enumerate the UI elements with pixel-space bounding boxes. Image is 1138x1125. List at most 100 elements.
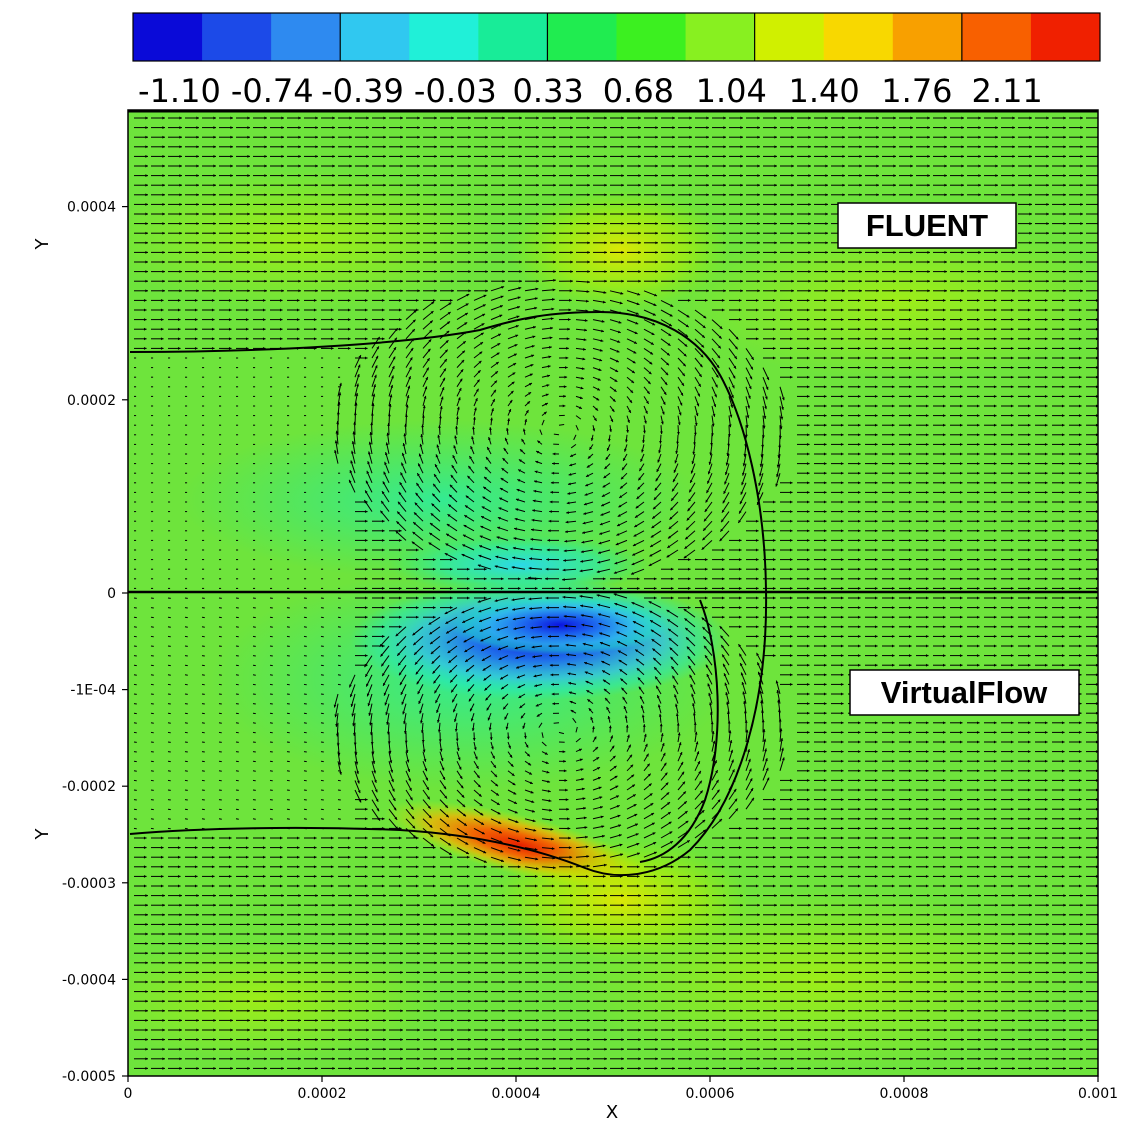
velocity-vector-head xyxy=(570,174,573,178)
velocity-vector-head xyxy=(755,298,759,302)
velocity-vector-head xyxy=(789,519,793,523)
velocity-vector-head xyxy=(706,183,709,187)
velocity-vector-head xyxy=(791,222,794,226)
velocity-vector-head xyxy=(621,154,624,158)
velocity-vector-head xyxy=(349,270,352,274)
velocity-vector-head xyxy=(842,174,845,178)
velocity-vector-head xyxy=(925,356,929,360)
velocity-vector-head xyxy=(772,298,776,302)
velocity-vector-head xyxy=(581,540,585,544)
velocity-vector-head xyxy=(908,423,912,427)
velocity-vector-head xyxy=(194,327,198,331)
velocity-vector-head xyxy=(513,537,517,540)
velocity-vector-head xyxy=(842,164,845,168)
velocity-vector-head xyxy=(959,423,963,427)
velocity-vector-head xyxy=(723,289,726,293)
velocity-vector-head xyxy=(638,202,641,206)
velocity-vector-head xyxy=(468,126,471,130)
velocity-vector-head xyxy=(706,145,709,149)
velocity-vector-head xyxy=(842,270,845,274)
velocity-vector-head xyxy=(364,308,368,312)
velocity-vector-head xyxy=(672,174,675,178)
velocity-vector-head xyxy=(942,538,946,542)
velocity-vector-head xyxy=(908,433,912,437)
velocity-vector-head xyxy=(978,289,981,293)
velocity-vector-head xyxy=(910,135,913,139)
velocity-vector-head xyxy=(995,145,998,149)
velocity-vector-head xyxy=(995,154,998,158)
velocity-vector-head xyxy=(672,116,675,120)
colorbar-swatch xyxy=(685,13,756,61)
velocity-vector-head xyxy=(690,470,694,474)
velocity-vector-head xyxy=(194,337,198,341)
velocity-vector-head xyxy=(638,126,641,130)
velocity-vector-head xyxy=(840,346,844,350)
velocity-vector-head xyxy=(349,231,352,235)
velocity-vector-head xyxy=(400,135,403,139)
velocity-vector-head xyxy=(515,325,519,328)
velocity-vector-head xyxy=(1029,241,1032,245)
velocity-vector-head xyxy=(806,529,810,533)
velocity-vector-head xyxy=(733,365,737,369)
velocity-vector-head xyxy=(315,250,318,254)
velocity-vector-head xyxy=(1095,538,1098,542)
velocity-vector-head xyxy=(604,193,607,197)
velocity-vector-head xyxy=(587,154,590,158)
velocity-vector-head xyxy=(400,472,404,476)
velocity-vector-head xyxy=(891,548,895,552)
velocity-vector-head xyxy=(519,241,522,245)
velocity-vector-head xyxy=(993,346,997,350)
velocity-vector-head xyxy=(364,298,368,302)
velocity-vector-head xyxy=(689,145,692,149)
velocity-vector xyxy=(553,433,560,436)
velocity-vector-head xyxy=(417,250,420,254)
velocity-vector-head xyxy=(145,212,148,216)
velocity-vector-head xyxy=(502,145,505,149)
velocity-vector-head xyxy=(570,222,573,226)
velocity-vector-head xyxy=(666,362,669,366)
velocity-vector-head xyxy=(1061,519,1065,523)
velocity-vector-head xyxy=(1095,394,1098,398)
velocity-vector-head xyxy=(529,373,533,377)
velocity-vector-head xyxy=(840,452,844,456)
velocity-vector-head xyxy=(434,260,437,264)
velocity-vector-head xyxy=(525,410,529,414)
velocity-vector-head xyxy=(1095,375,1098,379)
velocity-vector-head xyxy=(808,289,811,293)
velocity-vector-head xyxy=(466,294,470,297)
velocity-vector-head xyxy=(413,522,417,525)
velocity-vector-head xyxy=(411,329,415,332)
velocity-vector-head xyxy=(978,154,981,158)
velocity-vector-head xyxy=(553,202,556,206)
velocity-vector-head xyxy=(213,116,216,120)
velocity-vector-head xyxy=(764,396,768,400)
velocity-vector xyxy=(573,434,577,441)
velocity-vector-head xyxy=(908,490,912,494)
velocity-vector-head xyxy=(509,399,513,403)
velocity-vector-head xyxy=(757,154,760,158)
velocity-vector-head xyxy=(587,212,590,216)
velocity-vector-head xyxy=(421,424,425,428)
velocity-vector-head xyxy=(349,279,352,283)
velocity-vector-head xyxy=(721,308,725,312)
velocity-vector-head xyxy=(655,145,658,149)
velocity-vector-head xyxy=(566,337,570,341)
velocity-vector-head xyxy=(944,183,947,187)
velocity-vector-head xyxy=(604,222,607,226)
velocity-vector-head xyxy=(823,490,827,494)
velocity-vector-head xyxy=(517,479,521,482)
velocity-vector-head xyxy=(757,116,760,120)
velocity-vector-head xyxy=(823,529,827,533)
velocity-vector-head xyxy=(1095,442,1098,446)
velocity-vector-head xyxy=(519,250,522,254)
velocity-vector-head xyxy=(1012,116,1015,120)
velocity-vector-head xyxy=(451,289,454,293)
velocity-vector-head xyxy=(1012,270,1015,274)
velocity-vector-head xyxy=(891,327,895,331)
velocity-vector-head xyxy=(857,433,861,437)
velocity-vector-head xyxy=(264,174,267,178)
velocity-vector-head xyxy=(332,222,335,226)
velocity-vector-head xyxy=(196,145,199,149)
velocity-vector-head xyxy=(1078,414,1082,418)
velocity-vector-head xyxy=(230,174,233,178)
